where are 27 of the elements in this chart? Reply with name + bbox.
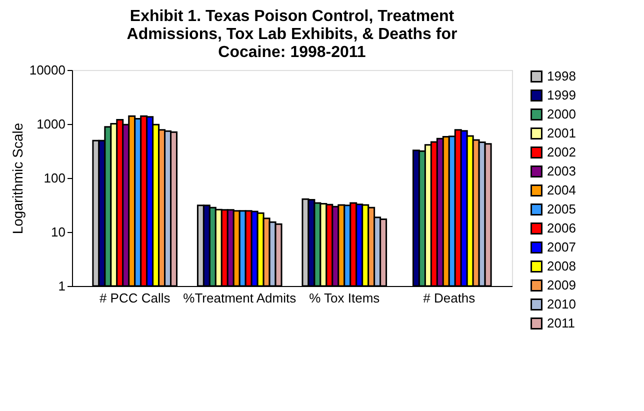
y-tick-label: 10000 bbox=[29, 62, 66, 78]
legend-label: 2003 bbox=[547, 164, 576, 178]
y-tick-label: 1 bbox=[58, 278, 66, 294]
y-tick-label: 10 bbox=[51, 224, 66, 240]
legend-label: 2010 bbox=[547, 296, 576, 312]
text: Cocaine: 1998-2011 bbox=[218, 44, 366, 61]
legend-label: 1999 bbox=[547, 88, 576, 102]
legend-label: 2004 bbox=[547, 182, 576, 198]
x-tick-label: # Deaths bbox=[423, 290, 476, 306]
legend-label: 2005 bbox=[547, 202, 576, 216]
legend-label: 2002 bbox=[547, 144, 576, 160]
x-tick-label: %Treatment Admits bbox=[183, 290, 297, 306]
text: Admissions, Tox Lab Exhibits, & Deaths for bbox=[126, 26, 458, 43]
y-tick-label: 1000 bbox=[36, 116, 66, 132]
y-axis-title: Logarithmic Scale bbox=[9, 122, 26, 234]
legend-label: 1998 bbox=[547, 68, 576, 84]
legend-label: 2007 bbox=[547, 240, 576, 254]
legend-label: 2000 bbox=[547, 106, 576, 122]
legend-label: 2009 bbox=[547, 278, 576, 292]
legend-label: 2008 bbox=[547, 258, 576, 274]
x-tick-label: % Tox Items bbox=[309, 290, 380, 306]
legend-label: 2011 bbox=[547, 316, 575, 330]
y-tick-label: 100 bbox=[44, 170, 66, 186]
text: Exhibit 1. Texas Poison Control, Treatment bbox=[130, 8, 454, 25]
legend-label: 2001 bbox=[547, 126, 576, 140]
x-tick-label: # PCC Calls bbox=[99, 290, 171, 306]
legend-label: 2006 bbox=[547, 220, 576, 236]
